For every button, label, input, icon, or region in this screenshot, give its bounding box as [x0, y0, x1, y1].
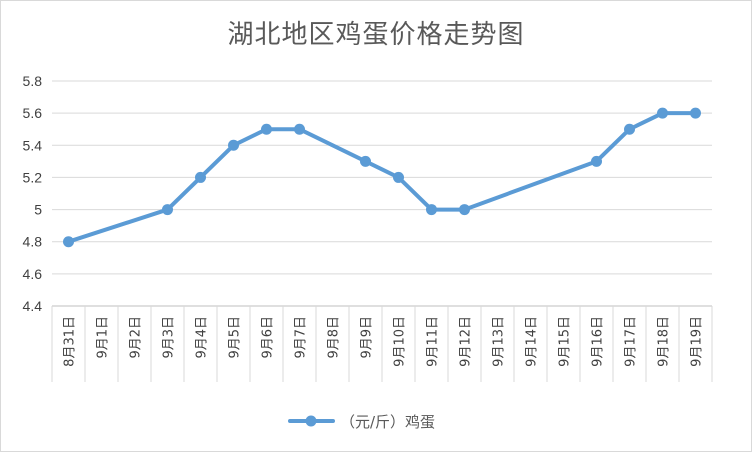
- data-point: [426, 204, 437, 216]
- data-point: [195, 171, 206, 183]
- data-point: [63, 236, 74, 248]
- x-tick-label: 9月3日: [162, 316, 177, 359]
- x-tick-label: 9月9日: [360, 316, 375, 359]
- x-tick-label: 9月4日: [195, 316, 210, 359]
- x-tick-label: 9月11日: [426, 316, 441, 367]
- x-tick-label: 9月16日: [591, 316, 606, 367]
- x-tick-label: 9月13日: [492, 316, 507, 367]
- data-point: [393, 171, 404, 183]
- data-point: [591, 155, 602, 167]
- y-tick-label: 5: [34, 202, 42, 218]
- x-tick-label: 9月8日: [327, 316, 342, 359]
- x-tick-label: 9月18日: [657, 316, 672, 367]
- data-point: [690, 107, 701, 119]
- data-point: [360, 155, 371, 167]
- chart-title: 湖北地区鸡蛋价格走势图: [227, 20, 525, 50]
- x-tick-label: 9月5日: [228, 316, 243, 359]
- x-tick-label: 9月12日: [459, 316, 474, 367]
- y-tick-label: 5.4: [23, 137, 43, 153]
- y-tick-label: 5.8: [23, 73, 43, 89]
- series-line: [66, 111, 698, 244]
- y-tick-label: 5.6: [23, 105, 43, 121]
- data-point: [624, 123, 635, 135]
- legend-swatch-marker: [305, 415, 317, 427]
- x-tick-label: 9月1日: [96, 316, 111, 359]
- x-tick-label: 9月10日: [393, 316, 408, 367]
- x-tick-label: 9月2日: [129, 316, 144, 359]
- data-point: [228, 139, 239, 151]
- data-point: [459, 204, 470, 216]
- data-point: [657, 107, 668, 119]
- legend-label: （元/斤）鸡蛋: [340, 413, 435, 431]
- data-point: [294, 123, 305, 135]
- y-tick-label: 5.2: [23, 169, 43, 185]
- y-tick-label: 4.4: [23, 298, 43, 314]
- data-point: [261, 123, 272, 135]
- x-tick-label: 9月19日: [690, 316, 705, 367]
- x-tick-label: 8月31日: [63, 316, 78, 367]
- x-tick-label: 9月6日: [261, 316, 276, 359]
- x-tick-label: 9月15日: [558, 316, 573, 367]
- y-tick-label: 4.8: [23, 234, 43, 250]
- y-tick-label: 4.6: [23, 266, 43, 282]
- x-tick-label: 9月14日: [525, 316, 540, 367]
- data-point: [162, 204, 173, 216]
- x-tick-label: 9月17日: [624, 316, 639, 367]
- x-tick-label: 9月7日: [294, 316, 309, 359]
